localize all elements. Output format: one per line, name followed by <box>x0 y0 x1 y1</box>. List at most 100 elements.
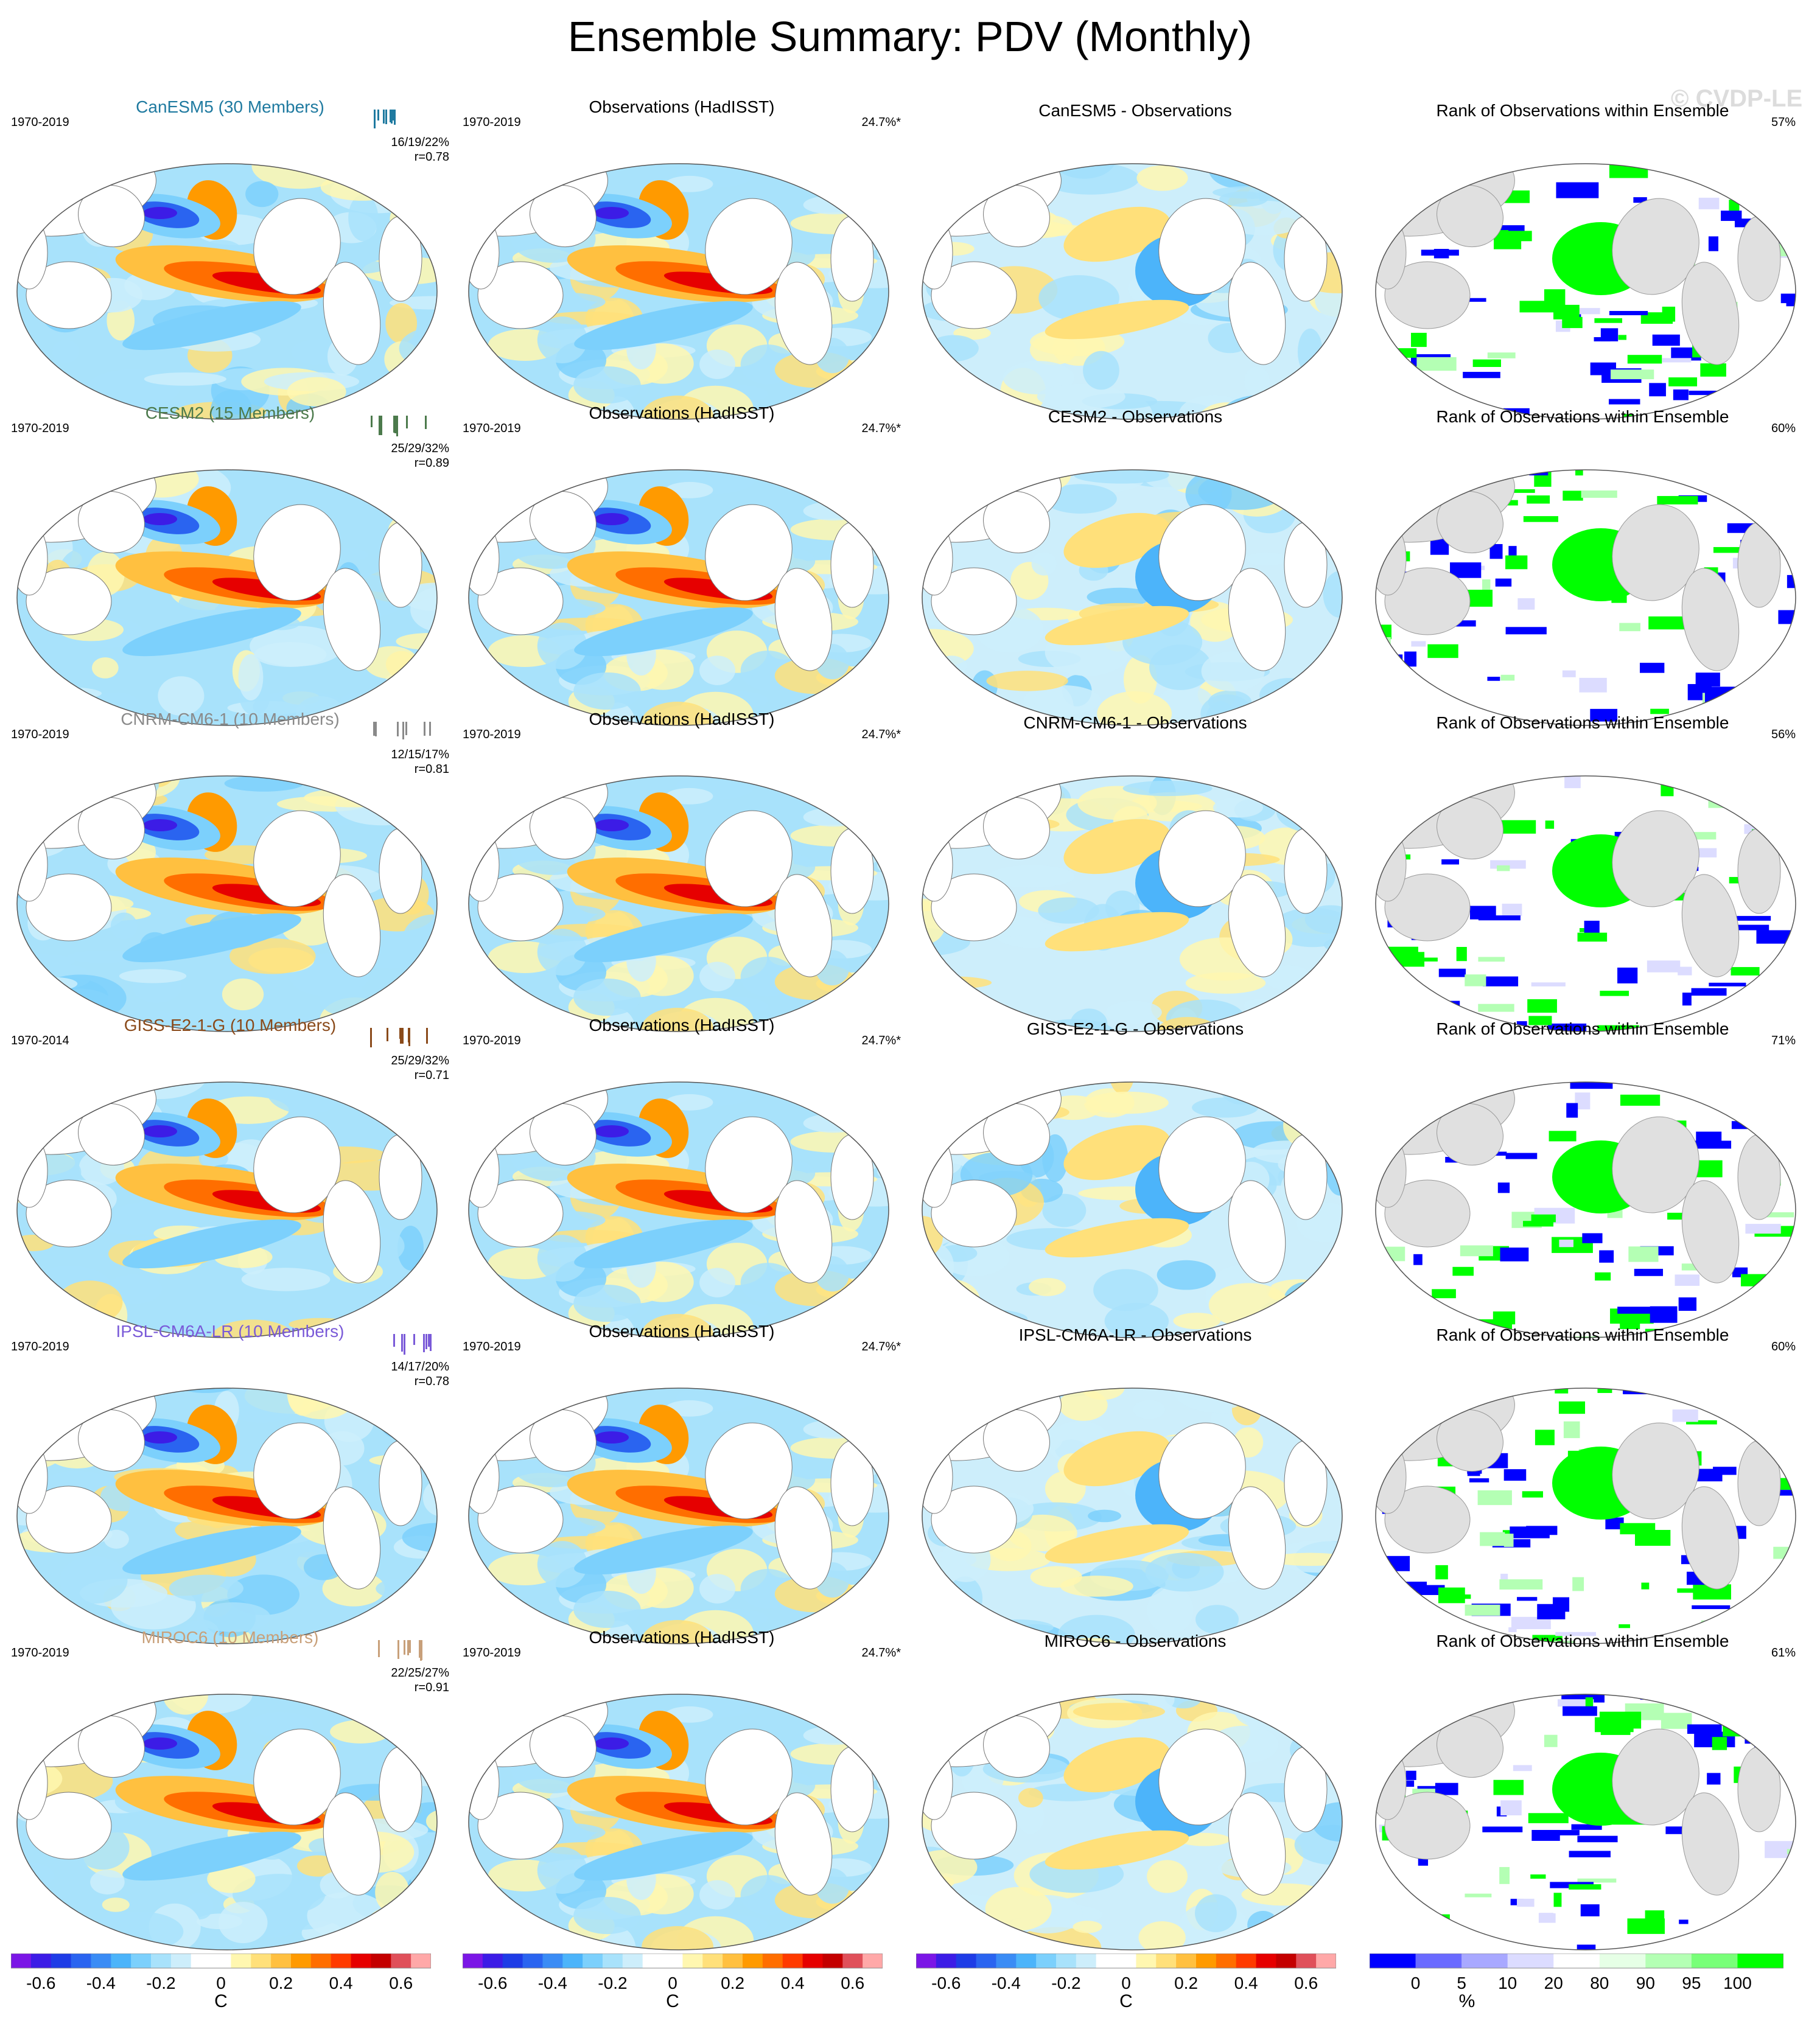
colorbar-swatch <box>782 1953 803 1968</box>
diff-title: GISS-E2-1-G - Observations <box>1026 1019 1244 1038</box>
obs-title: Observations (HadISST) <box>589 1628 775 1647</box>
observation-map <box>468 775 889 1032</box>
colorbar-tick-label: 0.6 <box>389 1974 413 1992</box>
member-tick <box>404 1640 405 1655</box>
colorbar-swatch <box>463 1953 483 1968</box>
member-tick <box>377 110 379 121</box>
model-title: CNRM-CM6-1 (10 Members) <box>121 710 340 728</box>
colorbar-swatch <box>1136 1953 1157 1968</box>
colorbar-swatch <box>231 1953 251 1968</box>
colorbar-swatch <box>291 1953 312 1968</box>
rank-percent: 56% <box>1771 728 1796 741</box>
colorbar-tick-label: -0.4 <box>86 1974 116 1992</box>
colorbar-swatch <box>371 1953 391 1968</box>
diff-panel: CESM2 - Observations <box>916 403 1354 726</box>
colorbar-tick-label: 0 <box>1411 1974 1421 1992</box>
rank-title: Rank of Observations within Ensemble <box>1436 1019 1729 1038</box>
colorbar-swatch <box>211 1953 231 1968</box>
obs-variance: 24.7%* <box>861 422 901 435</box>
member-tick <box>425 416 427 430</box>
colorbar-swatch <box>1236 1953 1257 1968</box>
colorbar-tick-label: 0.2 <box>269 1974 293 1992</box>
variance-explained: 25/29/32% <box>391 442 449 455</box>
member-tick <box>402 722 404 739</box>
colorbar-tick-label: 95 <box>1682 1974 1701 1992</box>
observation-map <box>468 1388 889 1644</box>
colorbar-tick-label: -0.2 <box>146 1974 175 1992</box>
model-panel: MIROC6 (10 Members) 1970-2019 22/25/27% r=0… <box>11 1628 449 1950</box>
member-tick <box>419 1640 421 1658</box>
difference-map <box>922 1081 1343 1338</box>
colorbar-swatch <box>331 1953 352 1968</box>
colorbar-unit: C <box>666 1991 679 2011</box>
variance-stats: 25/29/32% r=0.89 <box>391 441 449 470</box>
observation-map <box>468 163 889 420</box>
colorbar-tick-label: 0.4 <box>329 1974 353 1992</box>
diff-panel: CanESM5 - Observations <box>916 97 1354 420</box>
diff-panel: MIROC6 - Observations <box>916 1628 1354 1950</box>
colorbar-tick-label: 0.2 <box>721 1974 744 1992</box>
period-label: 1970-2019 <box>463 1646 521 1660</box>
member-tick <box>373 722 375 736</box>
obs-title: Observations (HadISST) <box>589 403 775 422</box>
rank-percent: 71% <box>1771 1034 1796 1047</box>
pattern-correlation: r=0.71 <box>414 1069 449 1082</box>
period-label: 1970-2014 <box>11 1034 69 1047</box>
colorbar: -0.6 -0.4 -0.2 0 0.2 0.4 0.6 C <box>11 1953 431 2011</box>
member-ticks <box>370 416 437 436</box>
colorbar-swatch <box>151 1953 172 1968</box>
rank-percent: 57% <box>1771 116 1796 129</box>
colorbar-swatch <box>1156 1953 1177 1968</box>
colorbar-tick-label: -0.4 <box>992 1974 1021 1992</box>
colorbar-swatch <box>191 1953 212 1968</box>
colorbar-swatch <box>583 1953 603 1968</box>
diff-title: CanESM5 - Observations <box>1038 101 1232 120</box>
pattern-correlation: r=0.81 <box>414 763 449 776</box>
colorbar-swatch <box>1016 1953 1037 1968</box>
colorbar-unit: % <box>1458 1991 1475 2011</box>
colorbar-swatch <box>1316 1953 1336 1968</box>
colorbar-swatch <box>603 1953 623 1968</box>
model-map <box>16 1694 438 1950</box>
colorbar-tick-label: -0.2 <box>1051 1974 1080 1992</box>
difference-map <box>922 469 1343 726</box>
pattern-correlation: r=0.89 <box>414 456 449 470</box>
colorbar-unit: C <box>214 1991 228 2011</box>
member-tick <box>393 1334 395 1347</box>
rank-title: Rank of Observations within Ensemble <box>1436 1325 1729 1344</box>
colorbar-swatch <box>642 1953 663 1968</box>
colorbar-tick-label: 0.2 <box>1174 1974 1198 1992</box>
watermark: © CVDP-LE <box>1671 85 1803 112</box>
variance-stats: 22/25/27% r=0.91 <box>391 1666 449 1695</box>
variance-explained: 12/15/17% <box>391 748 449 761</box>
colorbar-swatch <box>111 1953 131 1968</box>
member-tick <box>394 416 396 434</box>
observation-map <box>468 1694 889 1950</box>
obs-panel: Observations (HadISST) 1970-2019 24.7%* <box>463 97 901 420</box>
period-label: 1970-2019 <box>463 728 521 741</box>
rank-map <box>1375 469 1796 726</box>
difference-map <box>922 1694 1343 1950</box>
member-tick <box>383 110 385 124</box>
diff-title: IPSL-CM6A-LR - Observations <box>1018 1325 1252 1344</box>
member-tick <box>391 110 393 124</box>
colorbar-swatch <box>1737 1953 1783 1968</box>
member-tick <box>402 1028 404 1044</box>
diff-title: CESM2 - Observations <box>1048 407 1223 426</box>
colorbar-swatch <box>522 1953 543 1968</box>
member-ticks <box>370 1028 437 1049</box>
colorbar-tick-label: 20 <box>1544 1974 1563 1992</box>
colorbar-swatch <box>976 1953 996 1968</box>
period-label: 1970-2019 <box>11 116 69 129</box>
colorbar-swatch <box>662 1953 683 1968</box>
variance-explained: 16/19/22% <box>391 136 449 149</box>
colorbar-swatch <box>71 1953 91 1968</box>
colorbar-svg: -0.6 -0.4 -0.2 0 0.2 0.4 0.6 <box>463 1953 883 1992</box>
colorbar-tick-label: 0.4 <box>781 1974 805 1992</box>
obs-variance: 24.7%* <box>861 116 901 129</box>
member-tick <box>408 1028 410 1046</box>
member-tick <box>407 1640 409 1655</box>
member-tick <box>380 416 382 436</box>
member-tick <box>413 1334 415 1346</box>
member-tick <box>375 722 377 737</box>
